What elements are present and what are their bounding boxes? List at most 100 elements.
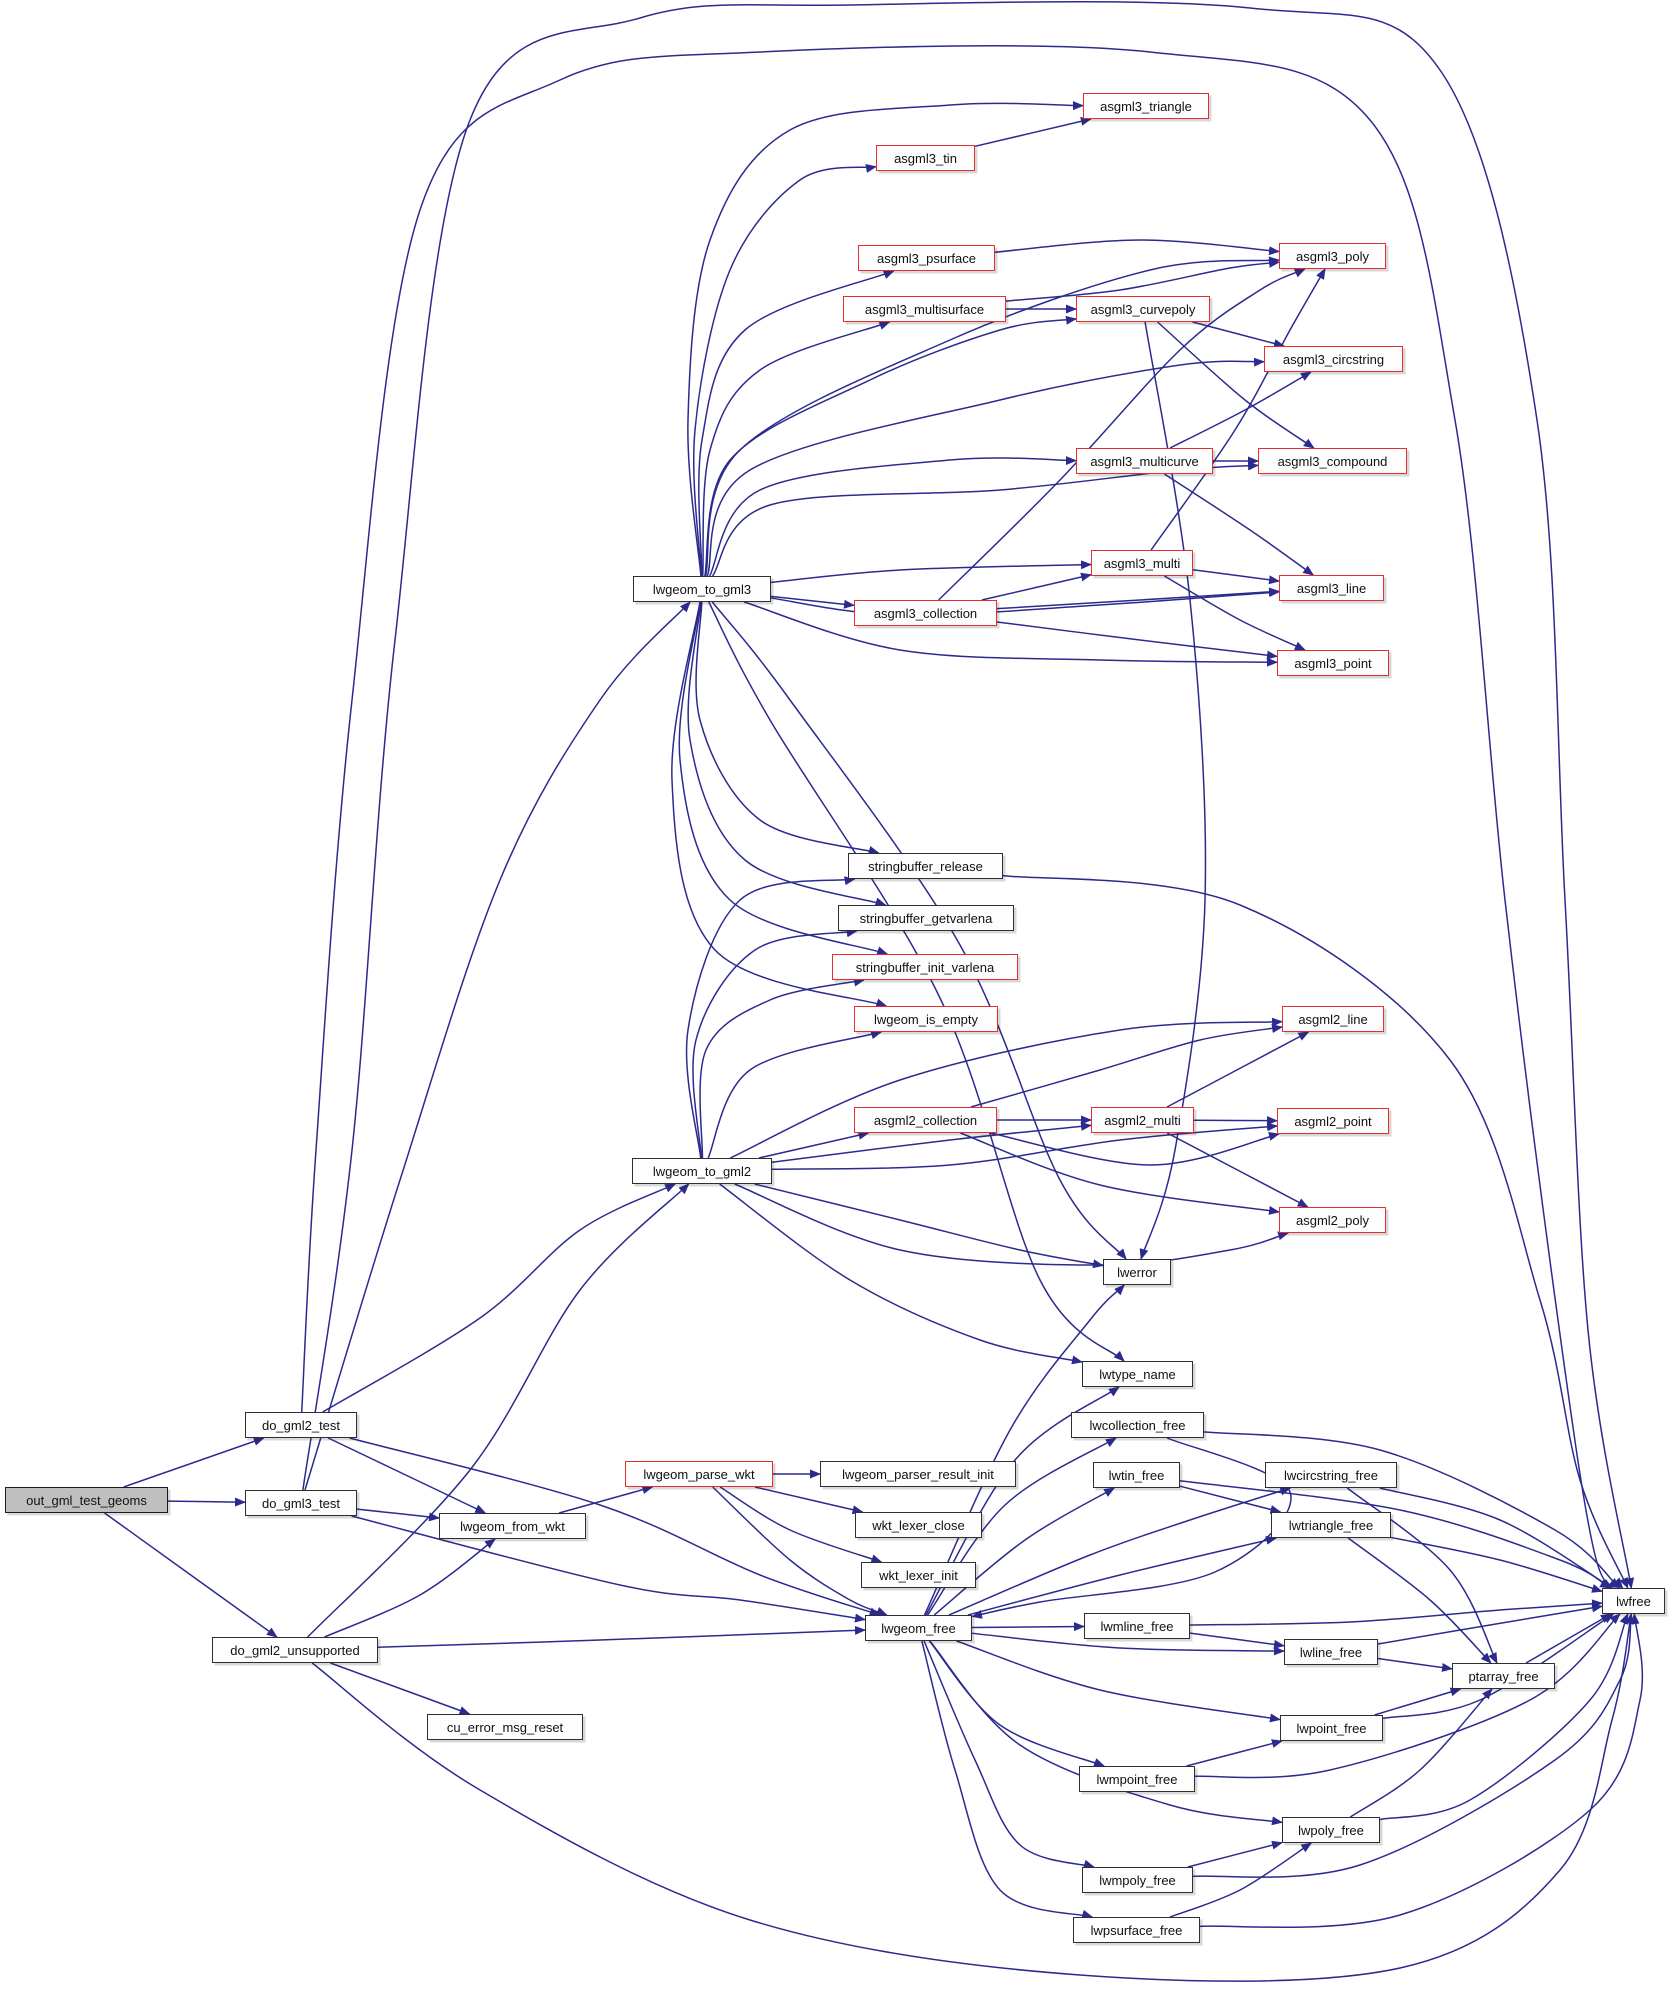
call-edge-out_gml_test_geoms--do_gml3_test (167, 1497, 246, 1507)
call-edge-asgml2_collection--asgml2_line (970, 1024, 1283, 1108)
call-graph-node-asgml2_collection[interactable]: asgml2_collection (854, 1107, 997, 1133)
call-graph-node-asgml3_curvepoly[interactable]: asgml3_curvepoly (1076, 296, 1210, 322)
call-graph-node-lwgeom_from_wkt[interactable]: lwgeom_from_wkt (439, 1513, 586, 1539)
call-edge-asgml2_multi--asgml2_line (1166, 1031, 1310, 1108)
call-graph-node-asgml2_poly[interactable]: asgml2_poly (1279, 1207, 1386, 1233)
call-graph-node-lwline_free[interactable]: lwline_free (1284, 1639, 1378, 1665)
call-edge-lwmpoly_free--lwpoly_free (1187, 1840, 1283, 1868)
call-edge-asgml3_multicurve--asgml3_circstring (1169, 371, 1312, 449)
call-edge-do_gml3_test--lwgeom_from_wkt (356, 1508, 440, 1522)
call-edge-lwmpoly_free--lwfree (1192, 1613, 1635, 1878)
call-graph-node-lwpsurface_free[interactable]: lwpsurface_free (1073, 1917, 1200, 1943)
call-edge-lwgeom_to_gml2--stringbuffer_release (685, 876, 856, 1159)
call-graph-node-lwmpoly_free[interactable]: lwmpoly_free (1082, 1867, 1193, 1893)
call-graph-node-asgml3_multicurve[interactable]: asgml3_multicurve (1076, 448, 1213, 474)
call-graph-node-lwfree[interactable]: lwfree (1602, 1588, 1665, 1614)
call-edge-lwgeom_free--lwmline_free (971, 1622, 1085, 1632)
call-graph-node-asgml3_compound[interactable]: asgml3_compound (1258, 448, 1407, 474)
call-edge-lwgeom_to_gml2--asgml2_poly (734, 1183, 1290, 1266)
call-graph-node-cu_error_msg_reset[interactable]: cu_error_msg_reset (427, 1714, 583, 1740)
call-edge-lwgeom_to_gml2--lwgeom_is_empty (707, 1030, 883, 1159)
call-graph-node-do_gml3_test[interactable]: do_gml3_test (245, 1490, 357, 1516)
call-graph-node-stringbuffer_getvarlena[interactable]: stringbuffer_getvarlena (838, 905, 1014, 931)
call-edge-do_gml3_test--lwgeom_to_gml3 (304, 601, 691, 1491)
call-graph-node-asgml3_point[interactable]: asgml3_point (1277, 650, 1389, 676)
call-edge-asgml2_collection--asgml2_point (990, 1131, 1280, 1166)
call-graph-node-lwgeom_to_gml2[interactable]: lwgeom_to_gml2 (632, 1158, 772, 1184)
call-edge-lwpoly_free--lwfree (1379, 1613, 1629, 1821)
call-edge-lwmline_free--lwfree (1189, 1599, 1603, 1626)
call-graph-node-wkt_lexer_close[interactable]: wkt_lexer_close (855, 1512, 982, 1538)
call-edge-lwgeom_to_gml3--lwtype_name (708, 601, 1125, 1362)
call-edge-do_gml2_test--lwfree (300, 45, 1624, 1589)
call-edge-out_gml_test_geoms--do_gml2_test (123, 1437, 265, 1488)
call-graph-node-asgml3_line[interactable]: asgml3_line (1279, 575, 1384, 601)
call-edge-lwgeom_to_gml3--stringbuffer_init_varlena (678, 601, 889, 956)
call-graph-node-lwtriangle_free[interactable]: lwtriangle_free (1271, 1512, 1391, 1538)
call-edge-lwgeom_to_gml3--asgml3_multisurface (701, 321, 891, 577)
call-graph-node-lwgeom_is_empty[interactable]: lwgeom_is_empty (854, 1006, 998, 1032)
call-graph-node-lwmpoint_free[interactable]: lwmpoint_free (1079, 1766, 1195, 1792)
call-edge-lwgeom_to_gml2--asgml2_point (771, 1122, 1278, 1171)
call-edge-asgml3_tin--asgml3_triangle (974, 116, 1092, 148)
call-graph-node-asgml2_multi[interactable]: asgml2_multi (1091, 1107, 1194, 1133)
call-graph-node-asgml3_circstring[interactable]: asgml3_circstring (1264, 346, 1403, 372)
call-graph-node-asgml3_poly[interactable]: asgml3_poly (1279, 243, 1386, 269)
call-edge-do_gml3_test--lwfree (302, 0, 1635, 1589)
call-graph-node-lwgeom_to_gml3[interactable]: lwgeom_to_gml3 (633, 576, 771, 602)
call-edge-lwgeom_free--lwcircstring_free (948, 1486, 1292, 1616)
call-graph-node-wkt_lexer_init[interactable]: wkt_lexer_init (861, 1562, 976, 1588)
call-graph-node-lwpoint_free[interactable]: lwpoint_free (1280, 1715, 1383, 1741)
call-graph-node-asgml2_point[interactable]: asgml2_point (1277, 1108, 1389, 1134)
call-edge-lwgeom_to_gml2--lwerror (754, 1183, 1104, 1269)
call-graph-node-asgml3_triangle[interactable]: asgml3_triangle (1083, 93, 1209, 119)
call-edge-asgml3_collection--asgml3_point (996, 621, 1278, 660)
call-edge-asgml3_curvepoly--asgml3_circstring (1192, 321, 1285, 348)
call-edge-asgml3_multi--asgml3_line (1192, 568, 1280, 585)
call-graph-node-out_gml_test_geoms[interactable]: out_gml_test_geoms (5, 1487, 168, 1513)
call-graph-node-stringbuffer_init_varlena[interactable]: stringbuffer_init_varlena (832, 954, 1018, 980)
call-edge-lwgeom_to_gml3--asgml3_tin (693, 163, 877, 577)
call-graph-node-lwerror[interactable]: lwerror (1103, 1259, 1171, 1285)
call-edge-lwgeom_to_gml2--stringbuffer_init_varlena (699, 977, 865, 1159)
call-graph-node-asgml3_multisurface[interactable]: asgml3_multisurface (843, 296, 1006, 322)
call-graph-node-lwgeom_free[interactable]: lwgeom_free (865, 1615, 972, 1641)
call-edge-lwgeom_free--lwpsurface_free (921, 1640, 1094, 1919)
call-graph-node-asgml3_tin[interactable]: asgml3_tin (876, 145, 975, 171)
call-graph-node-asgml3_collection[interactable]: asgml3_collection (854, 600, 997, 626)
call-edge-lwgeom_from_wkt--lwgeom_parse_wkt (558, 1485, 654, 1514)
call-graph-node-lwgeom_parse_wkt[interactable]: lwgeom_parse_wkt (625, 1461, 773, 1487)
call-graph-node-ptarray_free[interactable]: ptarray_free (1452, 1663, 1555, 1689)
call-graph-node-do_gml2_test[interactable]: do_gml2_test (245, 1412, 357, 1438)
call-edge-lwgeom_to_gml3--asgml3_triangle (687, 101, 1084, 577)
call-graph-node-asgml2_line[interactable]: asgml2_line (1282, 1006, 1384, 1032)
call-edge-lwmpoint_free--lwfree (1194, 1613, 1621, 1779)
call-edge-do_gml2_test--lwgeom_to_gml2 (322, 1183, 677, 1413)
call-edge-lwgeom_free--lwpoly_free (929, 1640, 1283, 1826)
call-graph-node-lwcircstring_free[interactable]: lwcircstring_free (1265, 1462, 1397, 1488)
call-graph-node-lwtin_free[interactable]: lwtin_free (1093, 1462, 1180, 1488)
call-edge-lwgeom_free--lwtin_free (933, 1487, 1116, 1616)
call-edge-do_gml2_unsupported--lwgeom_from_wkt (324, 1538, 496, 1638)
call-edge-do_gml3_test--lwgeom_free (351, 1515, 866, 1623)
call-graph-node-lwcollection_free[interactable]: lwcollection_free (1071, 1412, 1204, 1438)
call-edge-lwmline_free--lwline_free (1189, 1632, 1285, 1649)
call-edge-lwpoint_free--ptarray_free (1374, 1687, 1462, 1716)
call-graph-node-lwmline_free[interactable]: lwmline_free (1084, 1613, 1190, 1639)
call-graph-node-stringbuffer_release[interactable]: stringbuffer_release (848, 853, 1003, 879)
call-graph-node-asgml3_psurface[interactable]: asgml3_psurface (858, 245, 995, 271)
call-edge-lwgeom_free--lwtriangle_free (967, 1535, 1278, 1616)
call-edge-lwtin_free--lwtriangle_free (1179, 1485, 1282, 1514)
call-graph-node-lwpoly_free[interactable]: lwpoly_free (1282, 1817, 1380, 1843)
call-graph-node-lwgeom_parser_result_init[interactable]: lwgeom_parser_result_init (820, 1461, 1016, 1487)
call-graph-node-lwtype_name[interactable]: lwtype_name (1082, 1361, 1193, 1387)
call-graph-node-do_gml2_unsupported[interactable]: do_gml2_unsupported (212, 1637, 378, 1663)
call-edge-lwcollection_free--lwfree (1203, 1431, 1620, 1589)
call-edge-lwgeom_to_gml2--lwtype_name (719, 1183, 1083, 1365)
call-edge-lwmpoint_free--lwpoint_free (1186, 1739, 1283, 1767)
call-edge-lwgeom_to_gml2--asgml2_line (729, 1017, 1283, 1159)
call-edge-do_gml2_unsupported--lwfree (311, 1613, 1634, 1982)
call-graph-node-asgml3_multi[interactable]: asgml3_multi (1091, 550, 1193, 576)
